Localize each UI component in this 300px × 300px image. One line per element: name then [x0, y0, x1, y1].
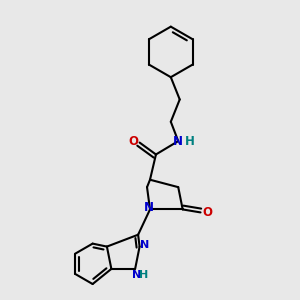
Text: H: H [139, 270, 148, 280]
Text: O: O [128, 135, 138, 148]
Text: O: O [202, 206, 212, 219]
Text: N: N [143, 201, 154, 214]
Text: H: H [184, 135, 194, 148]
Text: N: N [140, 240, 150, 250]
Text: N: N [172, 135, 183, 148]
Text: N: N [132, 270, 141, 280]
